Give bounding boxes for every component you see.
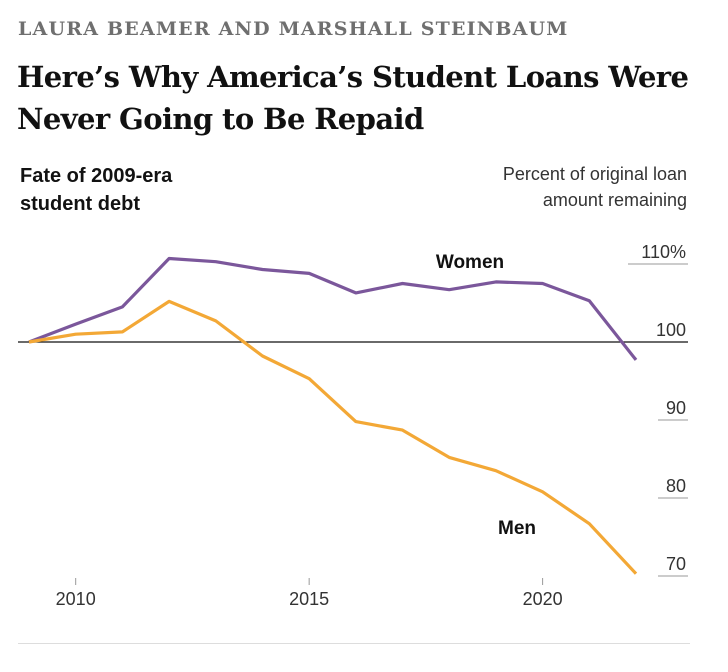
series-layer — [28, 256, 638, 575]
chart-title: Fate of 2009-era student debt — [20, 165, 173, 215]
x-tick-label: 2010 — [56, 589, 96, 609]
series-line-men — [28, 299, 638, 575]
y-tick-label: 90 — [666, 398, 686, 418]
bottom-divider — [18, 643, 690, 644]
x-tick-label: 2015 — [289, 589, 329, 609]
series-label-women: Women — [436, 252, 504, 273]
byline: LAURA BEAMER AND MARSHALL STEINBAUM — [18, 18, 569, 40]
y-axis-label: Percent of original loan amount remainin… — [502, 164, 687, 210]
series-label-men: Men — [498, 518, 536, 539]
y-tick-label: 110% — [641, 242, 686, 262]
series-line-women — [28, 256, 638, 361]
x-axis: 2010 2015 2020 — [56, 578, 563, 609]
y-tick-label: 100 — [656, 320, 686, 340]
x-tick-label: 2020 — [523, 589, 563, 609]
y-gridlines: 110% 100 90 80 70 — [628, 242, 688, 577]
headline: Here’s Why America’s Student Loans Were … — [17, 60, 689, 136]
y-tick-label: 80 — [666, 476, 686, 496]
y-tick-label: 70 — [666, 554, 686, 574]
series-labels: Women Men — [436, 252, 536, 539]
